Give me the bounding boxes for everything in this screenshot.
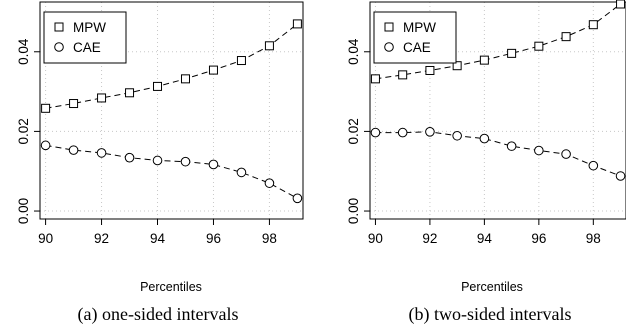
legend-label-cae: CAE	[73, 40, 101, 55]
series-line-mpw	[375, 3, 621, 80]
data-point-mpw	[97, 93, 107, 103]
data-point-cae	[180, 156, 191, 167]
data-point-cae	[506, 141, 517, 151]
data-point-mpw	[507, 48, 517, 58]
data-point-mpw	[398, 70, 408, 80]
legend-label-cae: CAE	[403, 40, 431, 55]
legend-marker-mpw	[54, 22, 64, 32]
data-point-cae	[397, 127, 408, 138]
plot-frame	[39, 1, 304, 220]
legend-marker-mpw	[384, 22, 394, 32]
data-point-mpw	[236, 56, 246, 66]
plot-frame	[369, 1, 626, 220]
data-point-mpw	[561, 32, 571, 42]
y-tick-label: 0.02	[16, 118, 31, 144]
x-tick-label: 98	[262, 231, 277, 246]
data-point-mpw	[208, 65, 218, 75]
x-tick-label: 94	[150, 231, 166, 246]
data-point-mpw	[180, 74, 190, 84]
data-point-cae	[425, 127, 435, 137]
x-tick-label: 92	[94, 231, 109, 246]
y-tick-label: 0.04	[16, 38, 31, 65]
data-point-cae	[588, 160, 599, 171]
data-point-mpw	[616, 0, 626, 9]
legend-marker-cae	[384, 42, 394, 52]
data-point-cae	[615, 171, 626, 181]
legend-box	[43, 11, 127, 64]
data-point-mpw	[534, 41, 544, 51]
data-point-mpw	[479, 55, 489, 65]
x-axis-label: Percentiles	[140, 280, 202, 294]
x-tick-label: 96	[531, 231, 546, 246]
data-point-cae	[236, 167, 247, 178]
x-tick-label: 90	[38, 231, 53, 246]
legend-label-mpw: MPW	[73, 20, 106, 35]
x-axis-label: Percentiles	[461, 280, 523, 294]
chart-panel-2: 90 92 94 96 98 0.00 0.02 0.04 Percentiles (b) two…	[346, 0, 626, 325]
y-tick-label: 0.00	[16, 198, 31, 224]
data-point-cae	[479, 133, 490, 144]
data-point-mpw	[425, 65, 435, 75]
data-point-cae	[561, 149, 571, 159]
data-point-mpw	[292, 19, 302, 29]
data-point-mpw	[264, 41, 274, 51]
y-tick-label: 0.02	[346, 118, 361, 144]
series-line-mpw	[45, 23, 298, 109]
data-point-cae	[40, 140, 51, 151]
chart-panel-1: 90 92 94 96 98 0.00 0.02 0.04 Percentiles (a) one…	[16, 1, 304, 325]
panel-caption: (b) two-sided intervals	[409, 304, 572, 325]
data-point-cae	[452, 130, 462, 141]
panel-caption: (a) one-sided intervals	[78, 304, 239, 325]
data-point-cae	[534, 145, 544, 156]
data-point-mpw	[69, 99, 79, 109]
data-point-cae	[208, 159, 219, 170]
series-line-cae	[45, 144, 298, 199]
series-line-cae	[375, 131, 621, 177]
legend-marker-cae	[54, 42, 64, 52]
y-tick-label: 0.00	[346, 198, 361, 224]
data-point-cae	[96, 148, 107, 158]
data-point-cae	[68, 145, 79, 155]
x-tick-label: 92	[422, 231, 437, 246]
data-point-mpw	[153, 81, 163, 91]
x-tick-label: 98	[586, 231, 601, 246]
x-tick-label: 96	[206, 231, 221, 246]
data-point-mpw	[41, 103, 51, 113]
x-tick-label: 90	[368, 231, 383, 246]
data-point-cae	[152, 155, 163, 166]
data-point-cae	[292, 193, 303, 204]
data-point-mpw	[588, 20, 598, 30]
data-point-mpw	[370, 74, 380, 84]
x-tick-label: 94	[477, 231, 493, 246]
data-point-mpw	[125, 88, 135, 98]
y-tick-label: 0.04	[346, 38, 361, 65]
data-point-cae	[124, 152, 135, 163]
data-point-cae	[264, 178, 275, 188]
data-point-cae	[370, 127, 381, 138]
legend-label-mpw: MPW	[403, 20, 436, 35]
data-point-mpw	[452, 61, 462, 71]
legend-box	[373, 11, 457, 64]
